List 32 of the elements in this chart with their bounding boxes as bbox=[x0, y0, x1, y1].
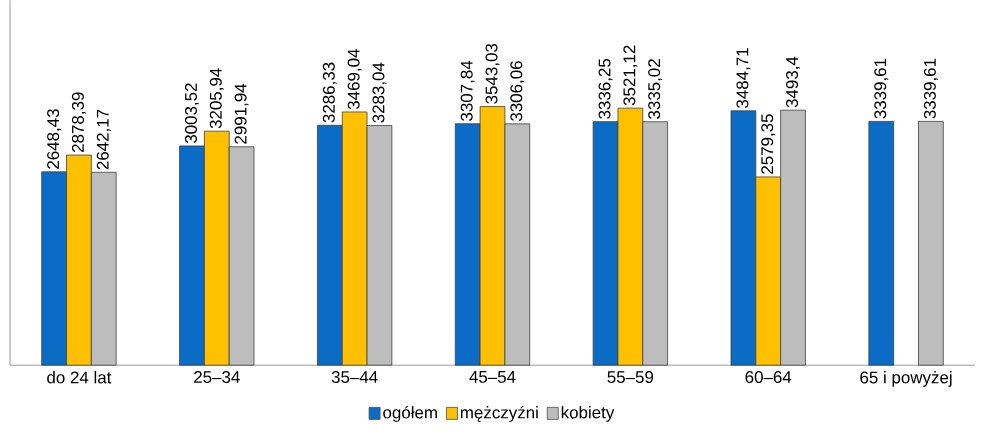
x-tick-label: 55–59 bbox=[607, 370, 654, 383]
data-label: 3286,33 bbox=[322, 62, 337, 123]
data-label: 2579,35 bbox=[761, 114, 776, 174]
legend-label: mężczyźni bbox=[460, 405, 538, 422]
data-label: 2642,17 bbox=[96, 109, 111, 170]
data-label: 3205,94 bbox=[209, 68, 224, 129]
data-label: 3335,02 bbox=[648, 59, 663, 119]
data-label: 3336,25 bbox=[598, 58, 613, 119]
x-tick-label: 65 i powyżej bbox=[860, 370, 952, 387]
x-tick-label: do 24 lat bbox=[47, 370, 112, 384]
x-tick-label: 35–44 bbox=[331, 370, 378, 383]
data-label: 2648,43 bbox=[47, 109, 62, 169]
data-label: 3306,06 bbox=[510, 61, 525, 121]
data-label: 3283,04 bbox=[372, 62, 387, 123]
data-label: 3484,71 bbox=[736, 48, 751, 108]
data-label: 3339,61 bbox=[874, 58, 889, 119]
bar bbox=[868, 120, 895, 366]
data-label: 3469,04 bbox=[347, 48, 362, 110]
x-tick-label: 45–54 bbox=[469, 370, 516, 383]
bar bbox=[918, 120, 944, 366]
data-label: 3307,84 bbox=[460, 60, 475, 121]
data-label: 3493,4 bbox=[786, 56, 801, 108]
data-label: 3543,03 bbox=[485, 43, 500, 104]
x-tick-label: 25–34 bbox=[194, 370, 240, 383]
data-label: 3339,61 bbox=[923, 58, 938, 119]
legend-label: kobiety bbox=[561, 405, 615, 422]
data-label: 2991,94 bbox=[234, 83, 249, 144]
data-label: 2878,39 bbox=[71, 92, 86, 152]
data-label: 3521,12 bbox=[623, 45, 638, 106]
legend-label: ogółem bbox=[383, 405, 437, 422]
data-label: 3003,52 bbox=[184, 83, 199, 143]
x-tick-label: 60–64 bbox=[745, 370, 792, 383]
